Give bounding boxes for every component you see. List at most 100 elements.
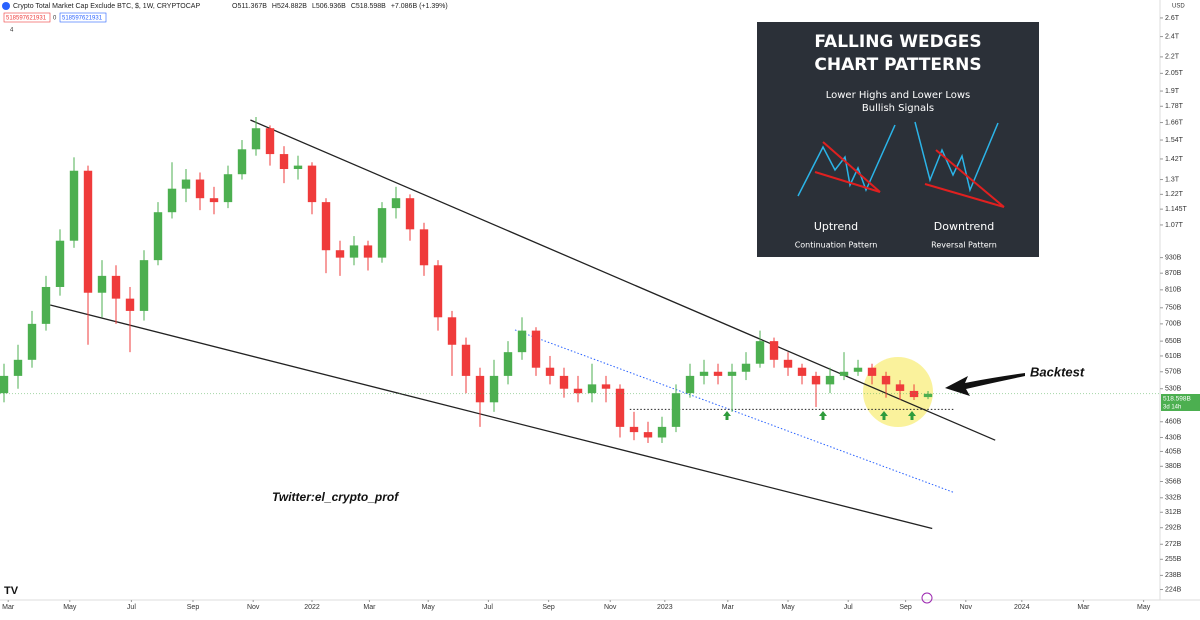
pattern-desc: Reversal Pattern (931, 241, 997, 250)
trendline (514, 329, 954, 493)
event-icon (921, 592, 933, 604)
x-tick-label: May (1137, 604, 1151, 611)
candle-body (209, 198, 219, 203)
candle-body (391, 198, 401, 209)
panel-subtitle: Lower Highs and Lower Lows (826, 90, 971, 101)
up-arrow (819, 411, 827, 420)
candle-body (545, 367, 555, 376)
y-tick-label: 1.78T (1165, 103, 1184, 110)
x-tick-label: May (422, 604, 436, 611)
candle-body (811, 375, 821, 385)
y-tick-label: 312B (1165, 509, 1182, 516)
panel-subtitle: Bullish Signals (862, 103, 934, 114)
arrows (723, 411, 916, 420)
candle-body (405, 198, 415, 230)
candle-body (13, 359, 23, 376)
symbol-icon (2, 2, 10, 10)
candle-body (293, 165, 303, 170)
candle-body (853, 367, 863, 372)
symbol-title: Crypto Total Market Cap Exclude BTC, $, … (13, 3, 200, 10)
x-tick-label: 2024 (1014, 604, 1030, 611)
y-tick-label: 255B (1165, 556, 1182, 563)
x-tick-label: Sep (542, 604, 555, 611)
candle-body (629, 426, 639, 433)
annotation: Backtest (1030, 364, 1085, 379)
pattern-line (814, 171, 881, 193)
y-tick-label: 2.4T (1165, 33, 1180, 40)
x-tick-label: Mar (363, 604, 376, 611)
candle-body (559, 375, 569, 389)
candle-body (867, 367, 877, 376)
candle-body (783, 359, 793, 368)
x-tick-label: Nov (247, 604, 260, 611)
x-tick-label: 2022 (304, 604, 320, 611)
indicator-box (59, 12, 107, 23)
candle-body (69, 170, 79, 241)
y-tick-label: 650B (1165, 338, 1182, 345)
candle-body (643, 432, 653, 438)
candle-body (447, 317, 457, 345)
highlight (863, 357, 933, 427)
annotation: Twitter:el_crypto_prof (272, 490, 399, 504)
candle-body (433, 265, 443, 318)
x-tick-label: Jul (484, 604, 493, 611)
candle-body (923, 393, 933, 398)
candle-body (601, 384, 611, 389)
candle-body (657, 426, 667, 438)
candle-body (769, 341, 779, 360)
x-tick-label: Jul (127, 604, 136, 611)
candle-body (377, 208, 387, 258)
info-panel: FALLING WEDGES CHART PATTERNS Lower High… (757, 22, 1039, 257)
candle-body (573, 388, 583, 394)
candle-body (615, 388, 625, 427)
candle-body (167, 188, 177, 213)
pattern-line (935, 149, 1005, 208)
ohlc-value: C518.598B (351, 3, 386, 10)
candle-body (587, 384, 597, 394)
candle-body (531, 330, 541, 368)
candle-body (713, 371, 723, 376)
y-tick-label: 332B (1165, 495, 1182, 502)
candle-body (419, 229, 429, 266)
y-tick-label: 380B (1165, 463, 1182, 470)
candle-body (265, 128, 275, 155)
indicator-value: 518597621931 (6, 16, 47, 22)
x-tick-label: Nov (604, 604, 617, 611)
candle-body (895, 384, 905, 391)
candle-body (251, 128, 261, 150)
y-tick-label: 430B (1165, 434, 1182, 441)
currency: USD (1172, 4, 1185, 10)
countdown-box (1161, 403, 1200, 411)
candle-body (307, 165, 317, 203)
y-tick-label: 2.6T (1165, 15, 1180, 22)
y-tick-label: 460B (1165, 419, 1182, 426)
last-price: 518.598B (1163, 396, 1191, 403)
y-tick-label: 2.2T (1165, 54, 1180, 61)
candle-body (41, 286, 51, 324)
y-tick-label: 292B (1165, 525, 1182, 532)
indicator-value: 0 (53, 16, 57, 22)
plot: 2.6T 2.4T 2.2T 2.05T 1.9T 1.78T 1.66T 1.54T 1.42… (2, 15, 1187, 611)
candle-body (517, 330, 527, 353)
ohlc-value: +7.086B (+1.39%) (391, 3, 448, 10)
pattern-name: Uptrend (814, 220, 858, 233)
panel-title: CHART PATTERNS (814, 55, 981, 75)
last-price-box (1161, 394, 1200, 403)
marks (0, 116, 1160, 530)
candle-body (321, 202, 331, 251)
indicator-count: 4 (10, 28, 14, 34)
y-tick-label: 700B (1165, 321, 1182, 328)
candle-body (839, 371, 849, 376)
trendline (50, 304, 933, 530)
candle-body (909, 390, 919, 398)
up-arrow (908, 411, 916, 420)
countdown: 3d 14h (1163, 405, 1181, 411)
y-tick-label: 1.07T (1165, 222, 1184, 229)
y-tick-label: 2.05T (1165, 70, 1184, 77)
y-tick-label: 1.54T (1165, 137, 1184, 144)
y-tick-label: 1.9T (1165, 88, 1180, 95)
y-tick-label: 810B (1165, 287, 1182, 294)
candle-body (349, 245, 359, 258)
candle-body (727, 371, 737, 376)
backtest-arrow (945, 373, 1025, 396)
